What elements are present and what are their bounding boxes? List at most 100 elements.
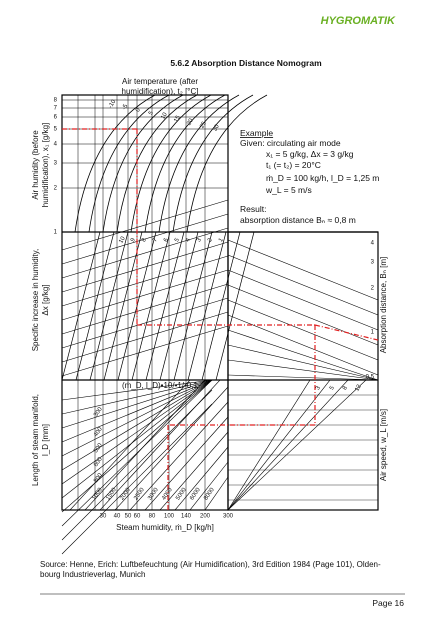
nomogram-line — [145, 231, 185, 381]
nomogram-label: 10 — [160, 111, 169, 120]
nomogram-line — [61, 231, 101, 381]
nomogram-line — [61, 403, 213, 555]
nomogram-line — [227, 269, 379, 331]
example-heading: Example — [240, 128, 273, 138]
nomogram-label: 4 — [185, 237, 192, 243]
nomogram-label: 15 — [173, 114, 182, 123]
nomogram-line — [61, 379, 213, 471]
nomogram-label: 12 — [354, 383, 363, 392]
nomogram-label: 600 — [93, 456, 104, 468]
nomogram-line — [144, 416, 229, 511]
nomogram-line — [187, 231, 227, 381]
section-title: 5.6.2 Absorption Distance Nomogram — [170, 58, 322, 68]
nomogram-line — [201, 231, 241, 381]
nomogram-label: 9 — [130, 237, 137, 243]
axis-title: Absorption distance, Bₙ [m] — [379, 257, 388, 354]
axis-title: Air humidity (before — [31, 130, 40, 200]
nomogram-label: 100 — [164, 514, 175, 520]
nomogram-label: -10 — [108, 98, 118, 109]
nomogram-line — [61, 311, 229, 363]
nomogram-line — [227, 374, 379, 381]
nomogram-label: 8 — [54, 98, 58, 104]
nomogram-label: -5 — [122, 103, 130, 111]
example: Example Given: circulating air mode x₁ =… — [240, 128, 379, 225]
nomogram-curve — [144, 94, 226, 233]
nomogram-curve — [74, 94, 156, 233]
nomogram-label: 30 — [100, 514, 107, 520]
axis-title: Specific increase in humidity, — [31, 249, 40, 352]
example-text: ṁ_D = 100 kg/h, l_D = 1,25 m — [266, 173, 379, 183]
nomogram-label: 1 — [371, 330, 375, 336]
example-text: w_L = 5 m/s — [265, 185, 312, 195]
nomogram-line — [61, 227, 229, 279]
logo: HYGROMATIK — [321, 15, 396, 27]
axis-title: humidification), x₁ [g/kg] — [41, 123, 50, 208]
nomogram-label: 4000 — [161, 487, 174, 502]
nomogram-line — [69, 379, 191, 511]
axis-title: humidification), t₂ [°C] — [122, 87, 199, 96]
nomogram-label: 200 — [200, 514, 211, 520]
nomogram-label: 2000 — [119, 487, 132, 502]
nomogram-line — [227, 379, 367, 511]
frame — [227, 231, 379, 511]
nomogram-line — [114, 386, 229, 511]
nomogram-label: 1000 — [91, 487, 104, 502]
page-number: Page 16 — [372, 598, 404, 608]
nomogram-line — [61, 213, 229, 265]
nomogram-label: 6000 — [189, 487, 202, 502]
nomogram-label: 50 — [125, 514, 132, 520]
nomogram-line — [61, 379, 213, 457]
nomogram-line — [189, 461, 229, 511]
example-text: x₁ = 5 g/kg, Δx = 3 g/kg — [266, 149, 354, 159]
nomogram-label: 5 — [148, 110, 155, 116]
nomogram-line — [131, 231, 171, 381]
nomogram-curve — [186, 94, 268, 233]
nomogram-line — [227, 284, 379, 346]
nomogram-label: 3 — [315, 385, 322, 391]
source: Source: Henne, Erich: Luftbefeuchtung (A… — [40, 560, 381, 569]
nomogram — [61, 94, 379, 555]
nomogram-line — [61, 389, 213, 541]
nomogram-line — [227, 254, 379, 316]
example-text: Given: circulating air mode — [240, 138, 341, 148]
axis-title: Δx [g/kg] — [41, 284, 50, 315]
nomogram-curve — [88, 94, 170, 233]
nomogram-line — [173, 231, 213, 381]
axis-title: Length of steam manifold, — [31, 394, 40, 486]
nomogram-label: 8 — [342, 385, 349, 391]
nomogram-line — [61, 379, 213, 485]
axis-title: Air temperature (after — [122, 77, 198, 86]
nomogram-line — [227, 379, 311, 511]
nomogram-line — [103, 231, 143, 381]
nomogram-label: 60 — [134, 514, 141, 520]
nomogram-line — [61, 379, 213, 527]
nomogram-line — [227, 299, 379, 361]
nomogram-line — [215, 231, 255, 381]
nomogram-line — [84, 379, 206, 511]
nomogram-line — [204, 476, 229, 511]
nomogram-line — [227, 239, 379, 301]
nomogram-label: 800 — [93, 472, 104, 484]
nomogram-label: 2 — [54, 186, 58, 192]
nomogram-label: 5 — [329, 385, 336, 391]
nomogram-line — [61, 325, 229, 377]
nomogram-label: 0,5 — [366, 375, 375, 381]
nomogram-label: 4 — [54, 142, 58, 148]
nomogram-line — [227, 344, 379, 381]
nomogram-line — [61, 379, 213, 429]
nomogram-line — [61, 379, 213, 513]
nomogram-label: 0 — [135, 107, 142, 113]
example-text: t₁ (= t₂) = 20°C — [266, 160, 321, 170]
nomogram-line — [61, 283, 229, 335]
nomogram-label: 40 — [114, 514, 121, 520]
nomogram-line — [227, 359, 379, 381]
nomogram-label: 5 — [174, 237, 181, 243]
nomogram-label: 3 — [196, 237, 203, 243]
axis-title: Air speed, w_L [m/s] — [379, 409, 388, 481]
nomogram-line — [75, 231, 115, 381]
nomogram-line — [61, 269, 229, 321]
nomogram-line — [61, 241, 229, 293]
nomogram-label: 7 — [54, 106, 58, 112]
example-text: Result: — [240, 204, 266, 214]
